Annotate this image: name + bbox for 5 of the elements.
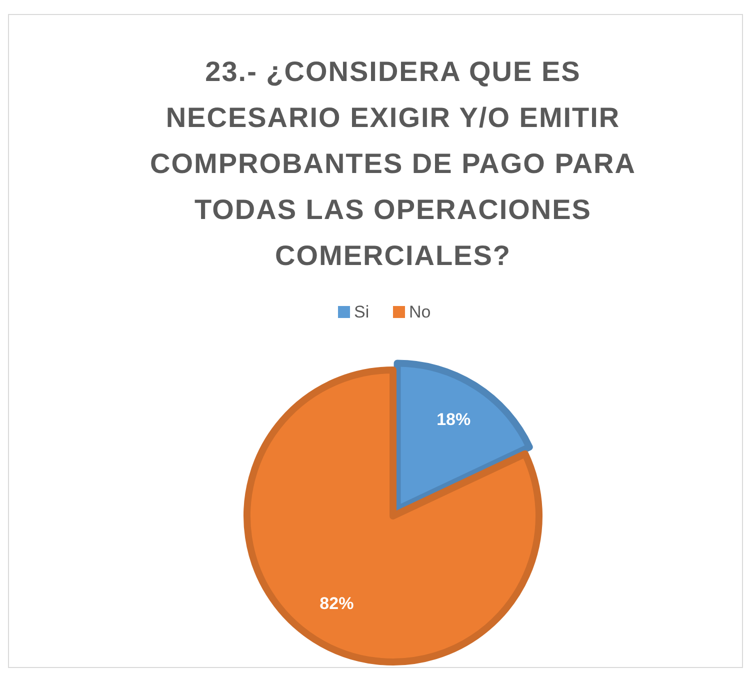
data-label: 82% bbox=[320, 594, 354, 614]
chart-title: 23.- ¿CONSIDERA QUE ES NECESARIO EXIGIR Y/O EMITIR COMPROBANTES DE PAGO PARA TODAS LAS OPERACIONES COMERCIALES? bbox=[150, 56, 636, 271]
legend-label: Si bbox=[354, 302, 370, 322]
data-label: 18% bbox=[436, 410, 471, 429]
legend-label: No bbox=[409, 302, 431, 322]
